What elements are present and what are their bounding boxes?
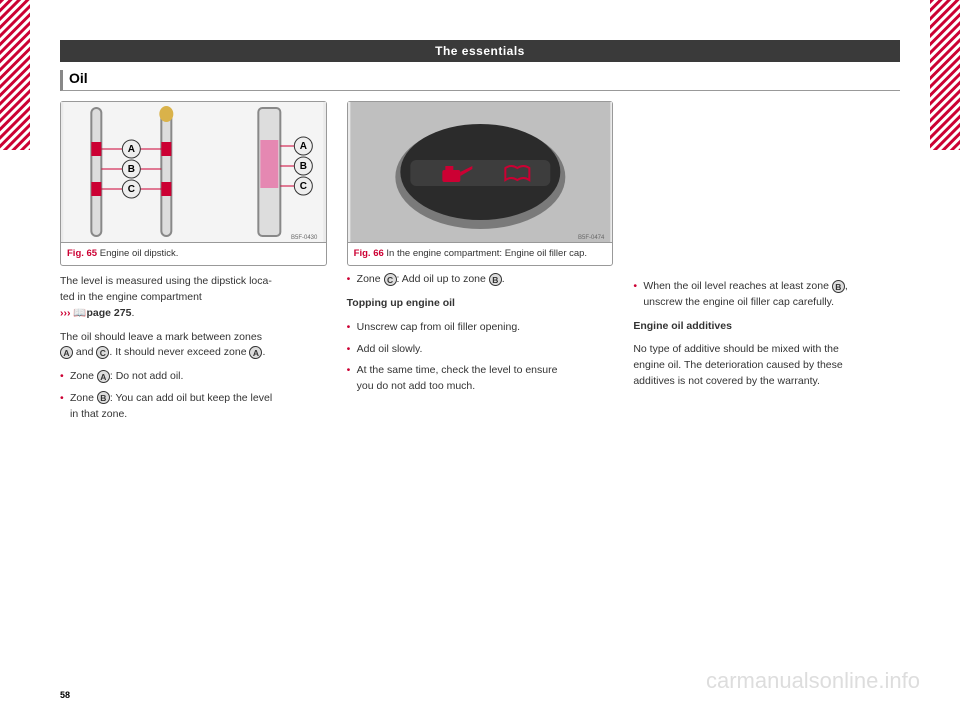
zone-b-icon: B xyxy=(97,391,110,404)
page-number: 58 xyxy=(60,690,70,700)
figure-65-code: B5F-0430 xyxy=(291,235,318,241)
figure-66-caption: Fig. 66 In the engine compartment: Engin… xyxy=(348,242,613,265)
col2-bullet3: Add oil slowly. xyxy=(347,342,614,358)
label-group-left: A B C xyxy=(101,140,161,198)
col3-heading: Engine oil additives xyxy=(633,319,900,335)
page-content: The essentials Oil xyxy=(60,40,900,678)
figure-66: B5F-0474 Fig. 66 In the engine compartme… xyxy=(347,101,614,266)
col1-bullet1: Zone A: Do not add oil. xyxy=(60,369,327,385)
figure-65-image: A B C A B xyxy=(61,102,326,242)
col2-bullet1: Zone C: Add oil up to zone B. xyxy=(347,272,614,288)
dipstick-illustration: A B C A B xyxy=(61,102,326,242)
col2-bullet2: Unscrew cap from oil filler opening. xyxy=(347,320,614,336)
figure-66-image: B5F-0474 xyxy=(348,102,613,242)
columns: A B C A B xyxy=(60,101,900,428)
svg-text:B: B xyxy=(300,161,307,172)
zone-a-icon-3: A xyxy=(97,370,110,383)
label-group-right: A B C xyxy=(280,137,312,195)
svg-text:A: A xyxy=(128,144,135,155)
column-3: When the oil level reaches at least zone… xyxy=(633,101,900,428)
zone-b-icon-2: B xyxy=(489,273,502,286)
figure-65-text: Engine oil dipstick. xyxy=(100,248,179,259)
zone-c-icon-2: C xyxy=(384,273,397,286)
svg-text:C: C xyxy=(300,181,307,192)
watermark: carmanualsonline.info xyxy=(706,668,920,694)
col1-para2: The oil should leave a mark between zone… xyxy=(60,330,327,362)
col3-bullet1: When the oil level reaches at least zone… xyxy=(633,279,900,311)
col3-spacer xyxy=(633,101,900,273)
col2-bullet4: At the same time, check the level to ens… xyxy=(347,363,614,395)
figure-66-code: B5F-0474 xyxy=(578,235,605,241)
zone-a-icon: A xyxy=(60,346,73,359)
zone-b-icon-3: B xyxy=(832,280,845,293)
zone-a-icon-2: A xyxy=(249,346,262,359)
oil-cap-illustration: B5F-0474 xyxy=(348,102,613,242)
page-ref: page 275 xyxy=(87,307,132,319)
ref-arrows: ››› xyxy=(60,307,73,319)
page-hatch-left xyxy=(0,0,30,150)
column-2: B5F-0474 Fig. 66 In the engine compartme… xyxy=(347,101,614,428)
col1-bullet2: Zone B: You can add oil but keep the lev… xyxy=(60,391,327,423)
svg-text:A: A xyxy=(300,141,307,152)
section-title: Oil xyxy=(60,70,900,91)
figure-65-caption: Fig. 65 Engine oil dipstick. xyxy=(61,242,326,265)
figure-65: A B C A B xyxy=(60,101,327,266)
page-hatch-right xyxy=(930,0,960,150)
svg-text:C: C xyxy=(128,184,135,195)
svg-text:B: B xyxy=(128,164,135,175)
column-1: A B C A B xyxy=(60,101,327,428)
figure-65-num: Fig. 65 xyxy=(67,248,97,259)
figure-66-num: Fig. 66 xyxy=(354,248,384,259)
header-bar: The essentials xyxy=(60,40,900,62)
zone-c-icon: C xyxy=(96,346,109,359)
col2-heading: Topping up engine oil xyxy=(347,296,614,312)
col3-para1: No type of additive should be mixed with… xyxy=(633,342,900,389)
book-icon: 📖 xyxy=(73,306,86,322)
header-title: The essentials xyxy=(435,44,525,58)
col1-para1: The level is measured using the dipstick… xyxy=(60,274,327,321)
figure-66-text: In the engine compartment: Engine oil fi… xyxy=(386,248,587,259)
